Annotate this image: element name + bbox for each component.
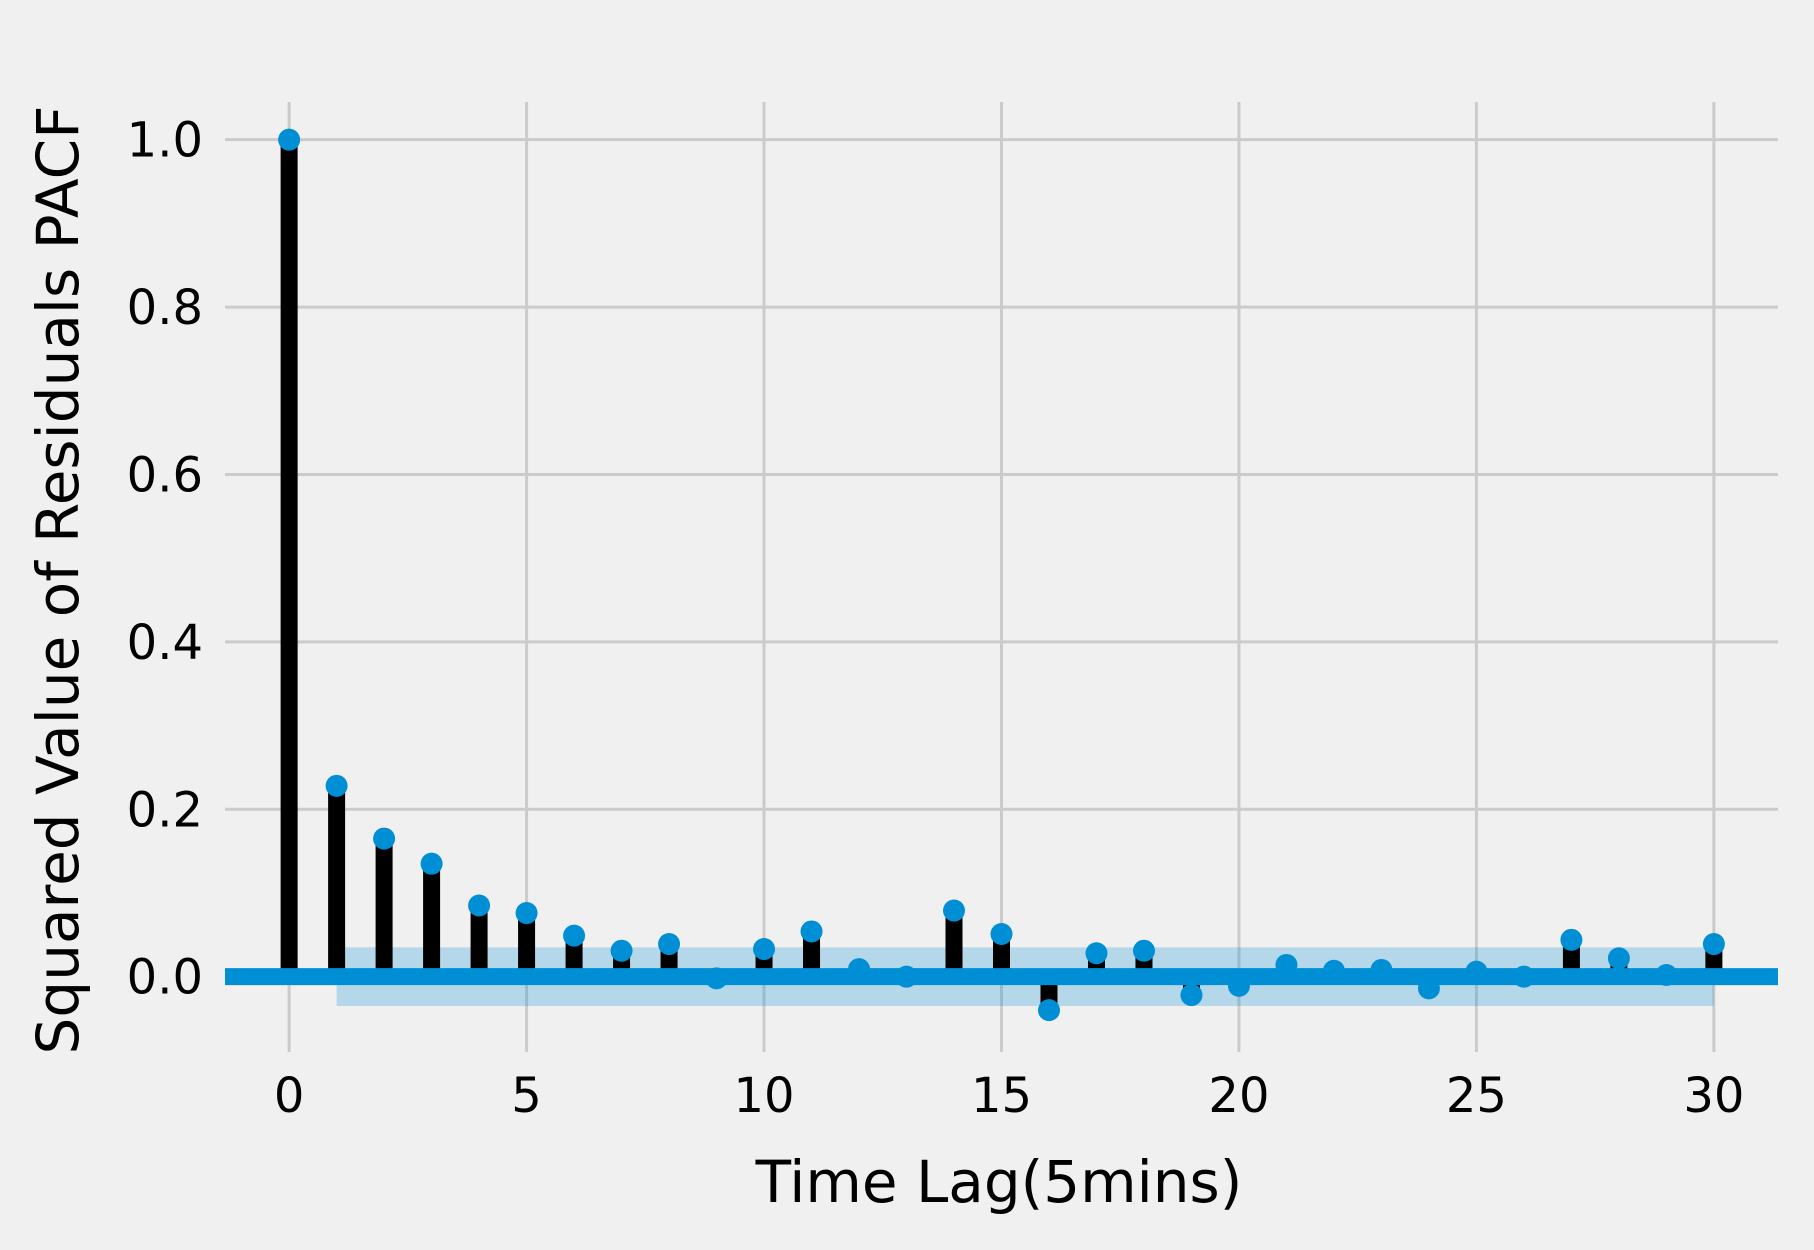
- y-tick-label-0.6: 0.6: [127, 447, 203, 503]
- markers: [278, 128, 1725, 1022]
- x-tick-label-20: 20: [1208, 1068, 1269, 1124]
- grid: [225, 102, 1778, 1052]
- marker-lag-1: [325, 774, 348, 797]
- y-tick-label-0.8: 0.8: [127, 280, 203, 336]
- x-tick-labels: 0 5 10 15 20 25 30: [274, 1068, 1745, 1124]
- marker-lag-28: [1607, 947, 1630, 970]
- x-tick-label-30: 30: [1683, 1068, 1744, 1124]
- marker-lag-30: [1702, 933, 1725, 956]
- marker-lag-24: [1417, 977, 1440, 1000]
- y-tick-label-0.0: 0.0: [127, 950, 203, 1006]
- marker-lag-17: [1085, 942, 1108, 965]
- x-tick-label-10: 10: [733, 1068, 794, 1124]
- marker-lag-11: [800, 920, 823, 943]
- marker-lag-5: [515, 902, 538, 925]
- marker-lag-16: [1037, 999, 1060, 1022]
- marker-lag-13: [895, 965, 918, 988]
- x-tick-label-0: 0: [274, 1068, 305, 1124]
- marker-lag-15: [990, 922, 1013, 945]
- y-tick-label-0.4: 0.4: [127, 615, 203, 671]
- x-axis-label: Time Lag(5mins): [755, 1148, 1243, 1216]
- marker-lag-19: [1180, 984, 1203, 1007]
- y-tick-labels: 0.0 0.2 0.4 0.6 0.8 1.0: [127, 113, 203, 1006]
- marker-lag-2: [373, 827, 396, 850]
- marker-lag-4: [468, 894, 491, 917]
- marker-lag-14: [943, 899, 966, 922]
- x-tick-label-25: 25: [1446, 1068, 1507, 1124]
- marker-lag-8: [658, 933, 681, 956]
- x-tick-label-5: 5: [511, 1068, 542, 1124]
- marker-lag-10: [753, 938, 776, 961]
- y-tick-label-1.0: 1.0: [127, 113, 203, 169]
- marker-lag-20: [1227, 974, 1250, 997]
- marker-lag-7: [610, 939, 633, 962]
- marker-lag-23: [1370, 958, 1393, 981]
- marker-lag-22: [1322, 959, 1345, 982]
- marker-lag-26: [1512, 965, 1535, 988]
- marker-lag-18: [1132, 939, 1155, 962]
- marker-lag-0: [278, 128, 301, 151]
- x-tick-label-15: 15: [971, 1068, 1032, 1124]
- y-axis-label: Squared Value of Residuals PACF: [24, 106, 92, 1055]
- marker-lag-27: [1560, 928, 1583, 951]
- marker-lag-3: [420, 852, 443, 875]
- marker-lag-21: [1275, 953, 1298, 976]
- marker-lag-29: [1655, 963, 1678, 986]
- marker-lag-9: [705, 967, 728, 990]
- marker-lag-12: [848, 958, 871, 981]
- marker-lag-6: [563, 924, 586, 947]
- y-tick-label-0.2: 0.2: [127, 782, 203, 838]
- marker-lag-25: [1465, 960, 1488, 983]
